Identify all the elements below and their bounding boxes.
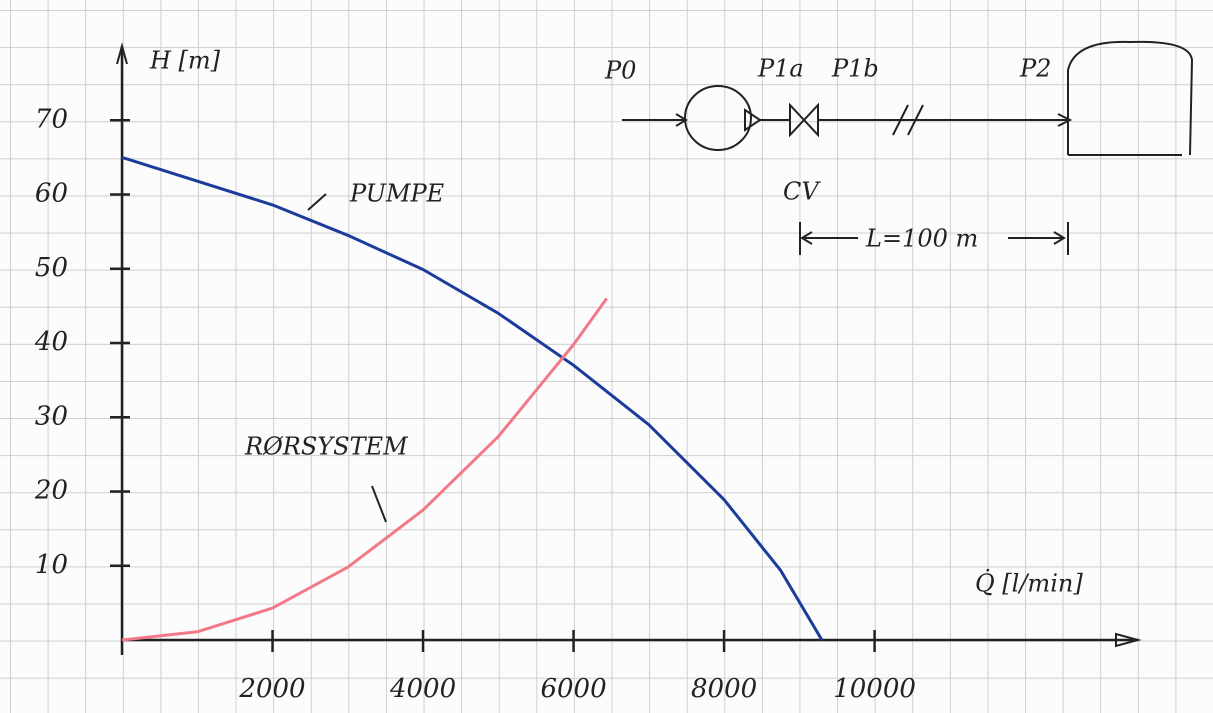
x-tick-label: 6000 [540,674,606,704]
diagram-label: P1a [757,55,804,83]
pump-outlet [745,110,760,130]
y-tick-label: 20 [34,476,68,506]
y-tick-label: 50 [35,253,68,283]
y-tick-label: 30 [35,401,68,431]
x-tick-label: 10000 [833,674,916,704]
series-line [122,299,607,641]
x-tick-label: 4000 [389,674,456,704]
diagram-label: P1b [831,55,879,83]
y-tick-label: 60 [35,179,68,209]
diagram-label: P0 [604,57,636,85]
x-axis-label: Q̇ [l/min] [975,569,1083,597]
label-leader [308,194,326,210]
x-tick-label: 2000 [238,674,305,704]
x-tick-label: 8000 [691,674,757,704]
diagram: P0 P1a P1b P2 CV L=100 m [604,42,1192,255]
y-tick-label: 40 [34,327,68,357]
series-line [122,157,822,640]
y-tick-label: 70 [35,104,68,134]
label-leader [372,486,386,522]
y-tick-label: 10 [35,550,68,580]
diagram-label: CV [783,178,821,206]
y-axis-label: H [m] [149,47,221,75]
diagram-label: L=100 m [865,225,978,253]
pump-symbol [685,86,751,150]
series-label: RØRSYSTEM [244,433,409,461]
chart: P0 P1a P1b P2 CV L=100 m H [m] Q̇ [l/min… [0,0,1213,713]
control-valve [790,105,818,135]
diagram-label: P2 [1019,55,1051,83]
tank [1068,42,1192,155]
series-label: PUMPE [349,180,445,208]
